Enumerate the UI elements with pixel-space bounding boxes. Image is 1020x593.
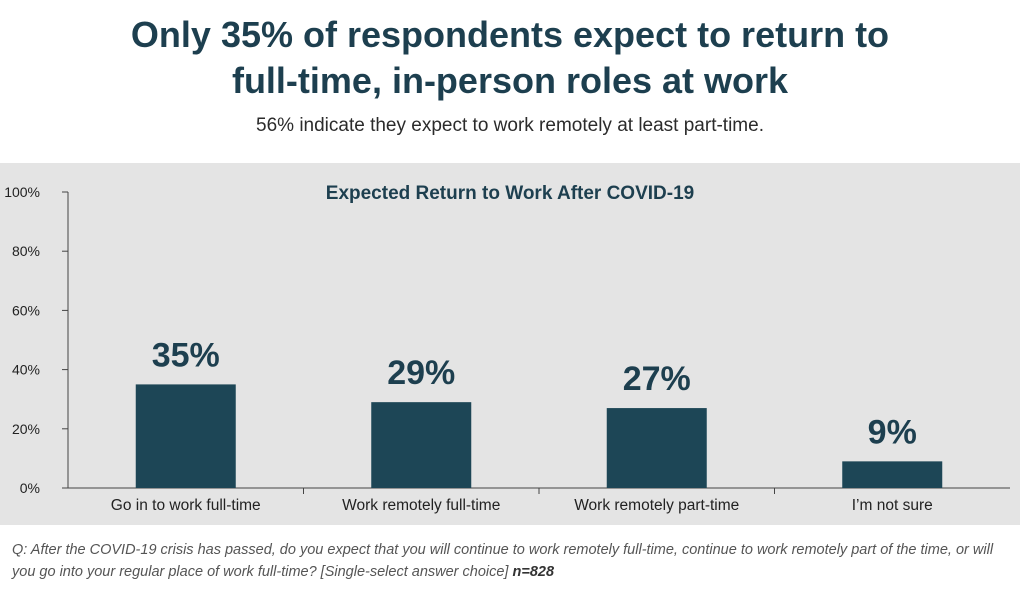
x-category-label: I’m not sure	[852, 497, 933, 514]
x-category-label: Work remotely part-time	[574, 497, 739, 514]
bar	[135, 384, 236, 488]
headline: Only 35% of respondents expect to return…	[0, 12, 1020, 104]
bar	[371, 402, 472, 488]
subheadline: 56% indicate they expect to work remotel…	[256, 115, 764, 136]
chart-panel: Expected Return to Work After COVID-19 0…	[0, 163, 1020, 525]
x-category-label: Go in to work full-time	[111, 497, 261, 514]
bar-value-label: 35%	[152, 336, 220, 374]
x-category-label: Work remotely full-time	[342, 497, 500, 514]
headline-line-1: Only 35% of respondents expect to return…	[130, 14, 890, 55]
y-tick-label: 40%	[12, 362, 40, 378]
bar	[842, 461, 943, 488]
chart-title: Expected Return to Work After COVID-19	[325, 183, 695, 204]
bar-value-label: 27%	[623, 360, 691, 398]
y-tick-label: 0%	[20, 480, 40, 496]
y-tick-label: 100%	[4, 184, 40, 200]
y-tick-label: 20%	[12, 421, 40, 437]
bar-chart: 0% 20% 40% 60% 80% 100% 35% Go in to work full-…	[4, 184, 1010, 514]
y-tick-label: 60%	[12, 302, 40, 318]
bar	[606, 408, 707, 488]
footnote: Q: After the COVID-19 crisis has passed,…	[12, 539, 1012, 583]
bar-value-label: 9%	[868, 413, 917, 451]
headline-line-2: full-time, in-person roles at work	[231, 60, 789, 101]
footnote-question: Q: After the COVID-19 crisis has passed,…	[12, 542, 994, 580]
y-tick-label: 80%	[12, 243, 40, 259]
footnote-sample-size: n=828	[512, 564, 555, 580]
bar-value-label: 29%	[387, 354, 455, 392]
